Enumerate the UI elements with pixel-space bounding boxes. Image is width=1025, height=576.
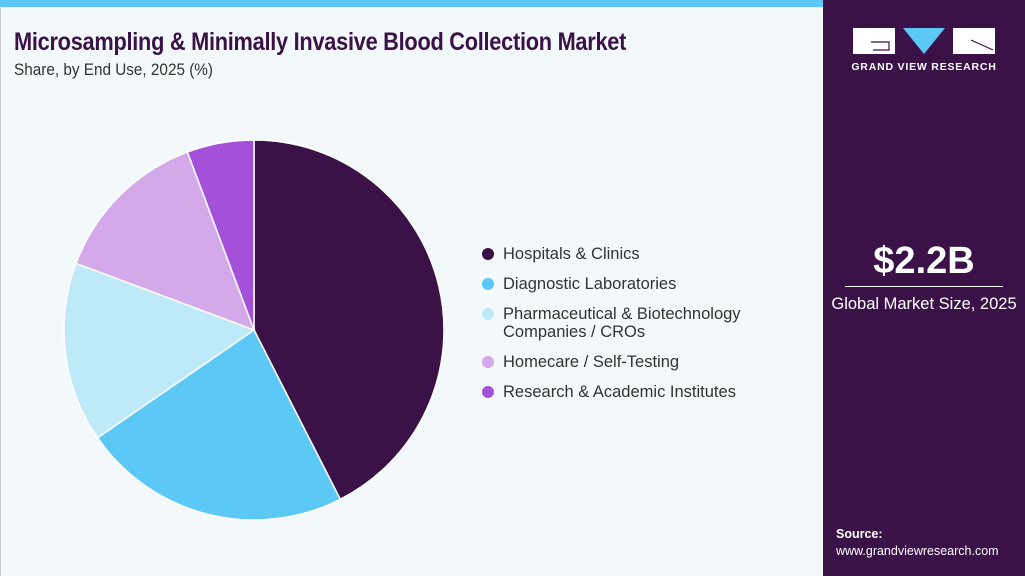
legend-label: Hospitals & Clinics: [503, 245, 640, 263]
legend-item: Homecare / Self-Testing: [482, 353, 793, 371]
pie-slice-hospitals-clinics: [253, 139, 445, 501]
legend-marker: [482, 278, 494, 290]
top-accent-bar: [0, 0, 823, 7]
legend-marker: [482, 248, 494, 260]
legend-label: Homecare / Self-Testing: [503, 353, 680, 371]
legend-item: Pharmaceutical & Biotechnology Companies…: [482, 305, 793, 341]
legend: Hospitals & Clinics Diagnostic Laboratori…: [482, 245, 793, 413]
market-size-label: Global Market Size, 2025: [831, 295, 1017, 313]
source-label: Source:: [836, 527, 883, 541]
logo-text: GRAND VIEW RESEARCH: [851, 61, 997, 73]
source: Source: www.grandviewresearch.com: [836, 526, 999, 560]
pie-slice-pharmaceutical-biotechnology-companies-cros: [63, 262, 256, 439]
legend-label: Pharmaceutical & Biotechnology Companies…: [503, 305, 741, 341]
pie-slice-homecare-self-testing: [75, 151, 256, 332]
legend-label: Research & Academic Institutes: [503, 383, 736, 401]
pie-chart: [63, 139, 445, 521]
divider: [845, 286, 1003, 287]
legend-marker: [482, 308, 494, 320]
legend-label: Diagnostic Laboratories: [503, 275, 677, 293]
pie-slice-diagnostic-laboratories: [96, 328, 342, 521]
chart-subtitle: Share, by End Use, 2025 (%): [14, 60, 214, 79]
pie-slice-research-academic-institutes: [186, 139, 255, 331]
legend-item: Hospitals & Clinics: [482, 245, 793, 263]
legend-item: Research & Academic Institutes: [482, 383, 793, 401]
legend-marker: [482, 356, 494, 368]
legend-marker: [482, 386, 494, 398]
chart-title: Microsampling & Minimally Invasive Blood…: [14, 28, 627, 56]
legend-item: Diagnostic Laboratories: [482, 275, 793, 293]
source-url[interactable]: www.grandviewresearch.com: [836, 544, 999, 558]
market-size-value: $2.2B: [873, 240, 975, 282]
gvr-logo: [853, 28, 995, 54]
side-panel: GRAND VIEW RESEARCH $2.2B Global Market …: [823, 0, 1025, 576]
